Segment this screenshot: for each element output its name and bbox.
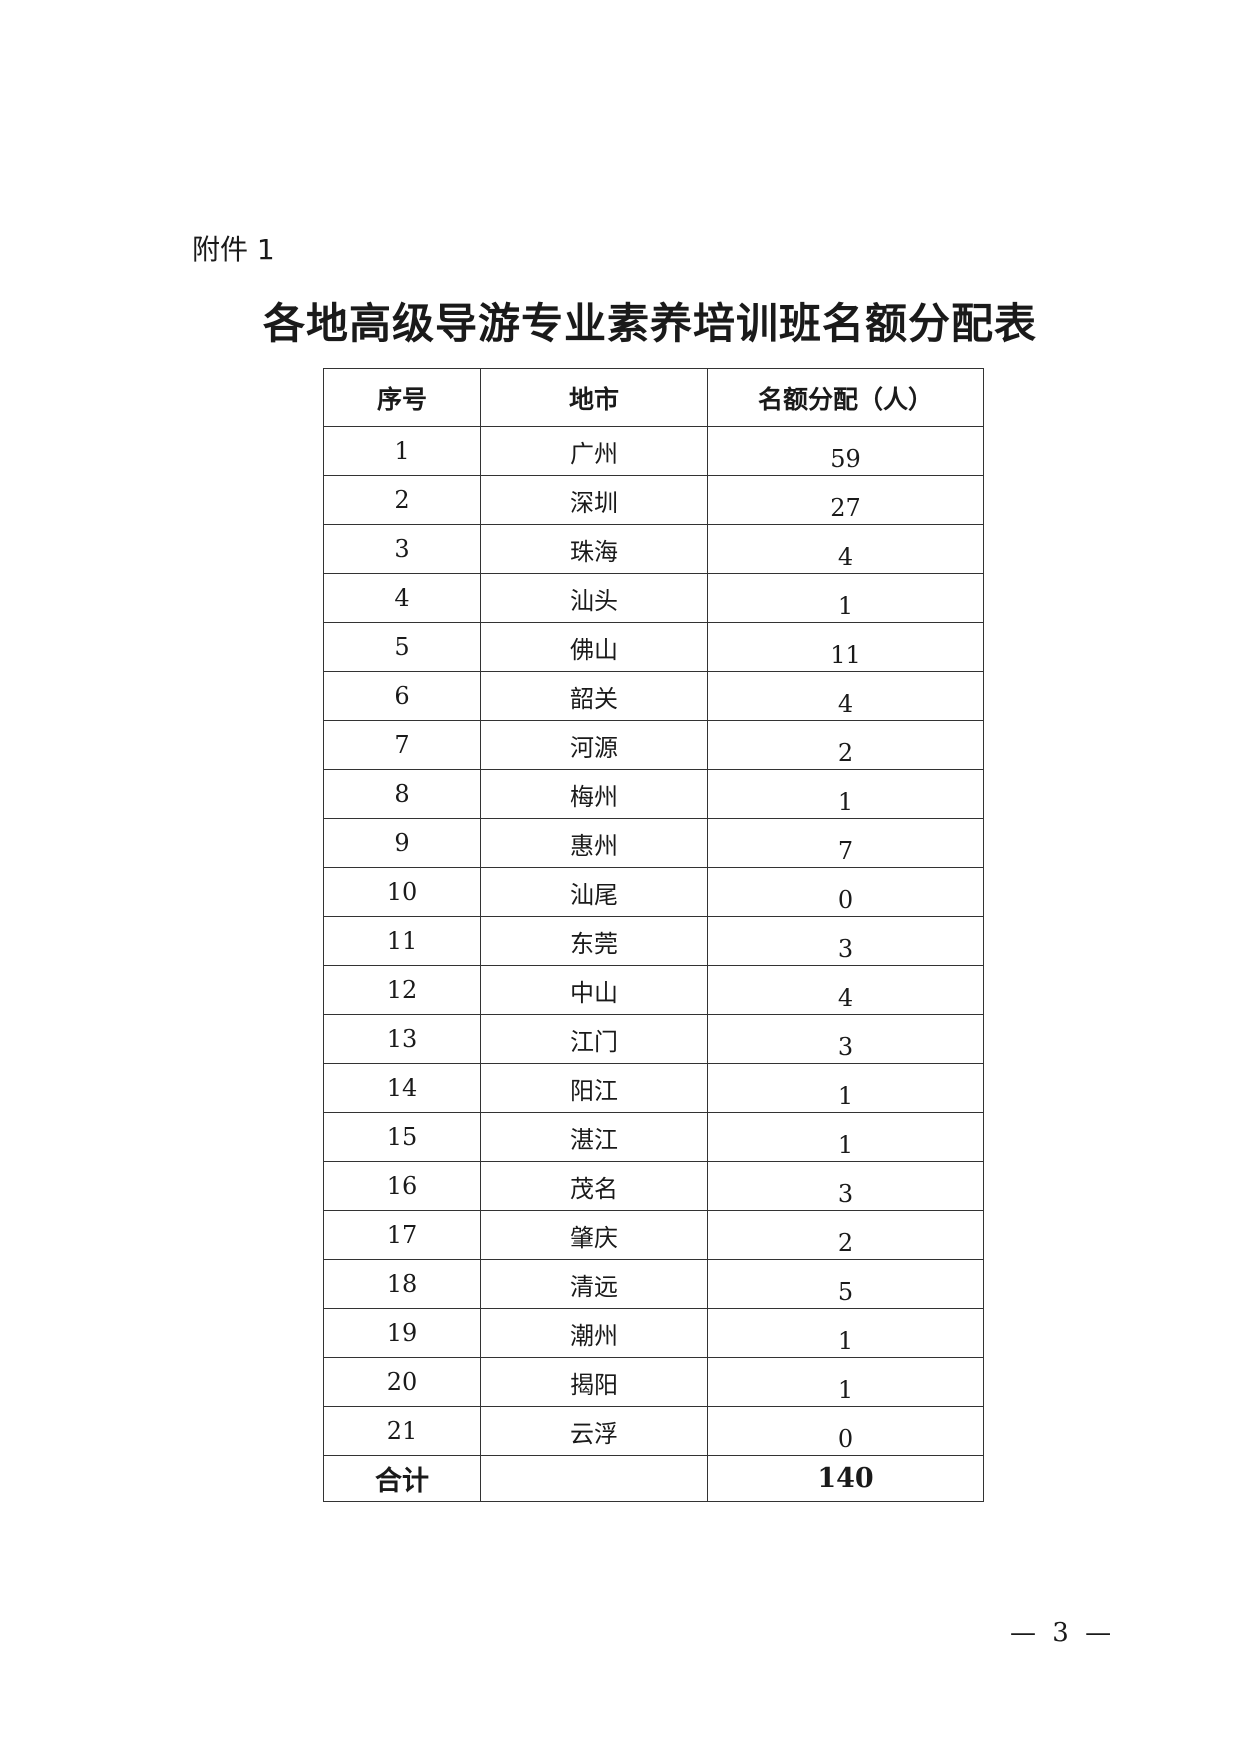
row-city: 韶关 bbox=[480, 671, 708, 721]
row-quota: 7 bbox=[707, 818, 984, 868]
row-number: 9 bbox=[323, 818, 481, 868]
row-number: 1 bbox=[323, 426, 481, 476]
table-row: 12 中山 4 bbox=[323, 965, 984, 1015]
table-row: 20 揭阳 1 bbox=[323, 1357, 984, 1407]
row-city: 广州 bbox=[480, 426, 708, 476]
row-quota: 27 bbox=[707, 475, 984, 525]
row-city: 中山 bbox=[480, 965, 708, 1015]
row-city: 潮州 bbox=[480, 1308, 708, 1358]
attachment-label: 附件 1 bbox=[192, 233, 275, 266]
row-city: 阳江 bbox=[480, 1063, 708, 1113]
row-quota: 1 bbox=[707, 573, 984, 623]
row-city: 揭阳 bbox=[480, 1357, 708, 1407]
row-number: 18 bbox=[323, 1259, 481, 1309]
total-label: 合计 bbox=[323, 1455, 481, 1502]
row-city: 汕头 bbox=[480, 573, 708, 623]
quota-table: 序号 地市 名额分配（人） 1 广州 59 2 深圳 27 3 珠海 4 4 汕头 1 5 佛山 11 6 韶关… bbox=[323, 368, 984, 1502]
row-city: 河源 bbox=[480, 720, 708, 770]
row-quota: 1 bbox=[707, 1308, 984, 1358]
table-row: 10 汕尾 0 bbox=[323, 867, 984, 917]
header-city: 地市 bbox=[480, 368, 708, 427]
row-quota: 2 bbox=[707, 1210, 984, 1260]
table-row: 17 肇庆 2 bbox=[323, 1210, 984, 1260]
row-city: 清远 bbox=[480, 1259, 708, 1309]
row-city: 云浮 bbox=[480, 1406, 708, 1456]
row-number: 5 bbox=[323, 622, 481, 672]
row-number: 4 bbox=[323, 573, 481, 623]
row-number: 10 bbox=[323, 867, 481, 917]
row-city: 深圳 bbox=[480, 475, 708, 525]
row-city: 珠海 bbox=[480, 524, 708, 574]
row-number: 11 bbox=[323, 916, 481, 966]
table-row: 13 江门 3 bbox=[323, 1014, 984, 1064]
row-number: 16 bbox=[323, 1161, 481, 1211]
row-quota: 2 bbox=[707, 720, 984, 770]
row-number: 19 bbox=[323, 1308, 481, 1358]
header-quota: 名额分配（人） bbox=[707, 368, 984, 427]
row-city: 茂名 bbox=[480, 1161, 708, 1211]
total-quota: 140 bbox=[707, 1455, 984, 1502]
table-row: 9 惠州 7 bbox=[323, 818, 984, 868]
row-number: 13 bbox=[323, 1014, 481, 1064]
table-row: 1 广州 59 bbox=[323, 426, 984, 476]
row-number: 6 bbox=[323, 671, 481, 721]
table-row: 4 汕头 1 bbox=[323, 573, 984, 623]
row-quota: 4 bbox=[707, 671, 984, 721]
table-header-row: 序号 地市 名额分配（人） bbox=[323, 368, 984, 427]
row-quota: 4 bbox=[707, 524, 984, 574]
document-title: 各地高级导游专业素养培训班名额分配表 bbox=[262, 299, 1037, 348]
table-row: 14 阳江 1 bbox=[323, 1063, 984, 1113]
row-city: 湛江 bbox=[480, 1112, 708, 1162]
row-city: 汕尾 bbox=[480, 867, 708, 917]
table-row: 8 梅州 1 bbox=[323, 769, 984, 819]
table-row: 6 韶关 4 bbox=[323, 671, 984, 721]
row-number: 8 bbox=[323, 769, 481, 819]
row-number: 14 bbox=[323, 1063, 481, 1113]
table-row: 16 茂名 3 bbox=[323, 1161, 984, 1211]
row-city: 惠州 bbox=[480, 818, 708, 868]
row-number: 3 bbox=[323, 524, 481, 574]
row-city: 佛山 bbox=[480, 622, 708, 672]
row-number: 21 bbox=[323, 1406, 481, 1456]
row-number: 15 bbox=[323, 1112, 481, 1162]
table-row: 18 清远 5 bbox=[323, 1259, 984, 1309]
table-row: 21 云浮 0 bbox=[323, 1406, 984, 1456]
table-row: 11 东莞 3 bbox=[323, 916, 984, 966]
row-city: 肇庆 bbox=[480, 1210, 708, 1260]
table-row: 3 珠海 4 bbox=[323, 524, 984, 574]
row-quota: 3 bbox=[707, 1014, 984, 1064]
row-quota: 3 bbox=[707, 916, 984, 966]
row-quota: 59 bbox=[707, 426, 984, 476]
table-row: 19 潮州 1 bbox=[323, 1308, 984, 1358]
total-city bbox=[480, 1455, 708, 1502]
row-quota: 5 bbox=[707, 1259, 984, 1309]
row-number: 20 bbox=[323, 1357, 481, 1407]
row-quota: 1 bbox=[707, 1112, 984, 1162]
row-number: 7 bbox=[323, 720, 481, 770]
row-quota: 0 bbox=[707, 867, 984, 917]
row-city: 江门 bbox=[480, 1014, 708, 1064]
row-quota: 1 bbox=[707, 1357, 984, 1407]
row-quota: 11 bbox=[707, 622, 984, 672]
table-row: 15 湛江 1 bbox=[323, 1112, 984, 1162]
row-number: 12 bbox=[323, 965, 481, 1015]
table-row: 7 河源 2 bbox=[323, 720, 984, 770]
row-quota: 1 bbox=[707, 769, 984, 819]
row-quota: 4 bbox=[707, 965, 984, 1015]
header-no: 序号 bbox=[323, 368, 481, 427]
row-number: 2 bbox=[323, 475, 481, 525]
total-row: 合计 140 bbox=[323, 1455, 984, 1502]
table-row: 5 佛山 11 bbox=[323, 622, 984, 672]
row-quota: 0 bbox=[707, 1406, 984, 1456]
page-number: — 3 — bbox=[1010, 1618, 1116, 1648]
row-quota: 3 bbox=[707, 1161, 984, 1211]
row-city: 东莞 bbox=[480, 916, 708, 966]
row-city: 梅州 bbox=[480, 769, 708, 819]
table-row: 2 深圳 27 bbox=[323, 475, 984, 525]
row-quota: 1 bbox=[707, 1063, 984, 1113]
row-number: 17 bbox=[323, 1210, 481, 1260]
